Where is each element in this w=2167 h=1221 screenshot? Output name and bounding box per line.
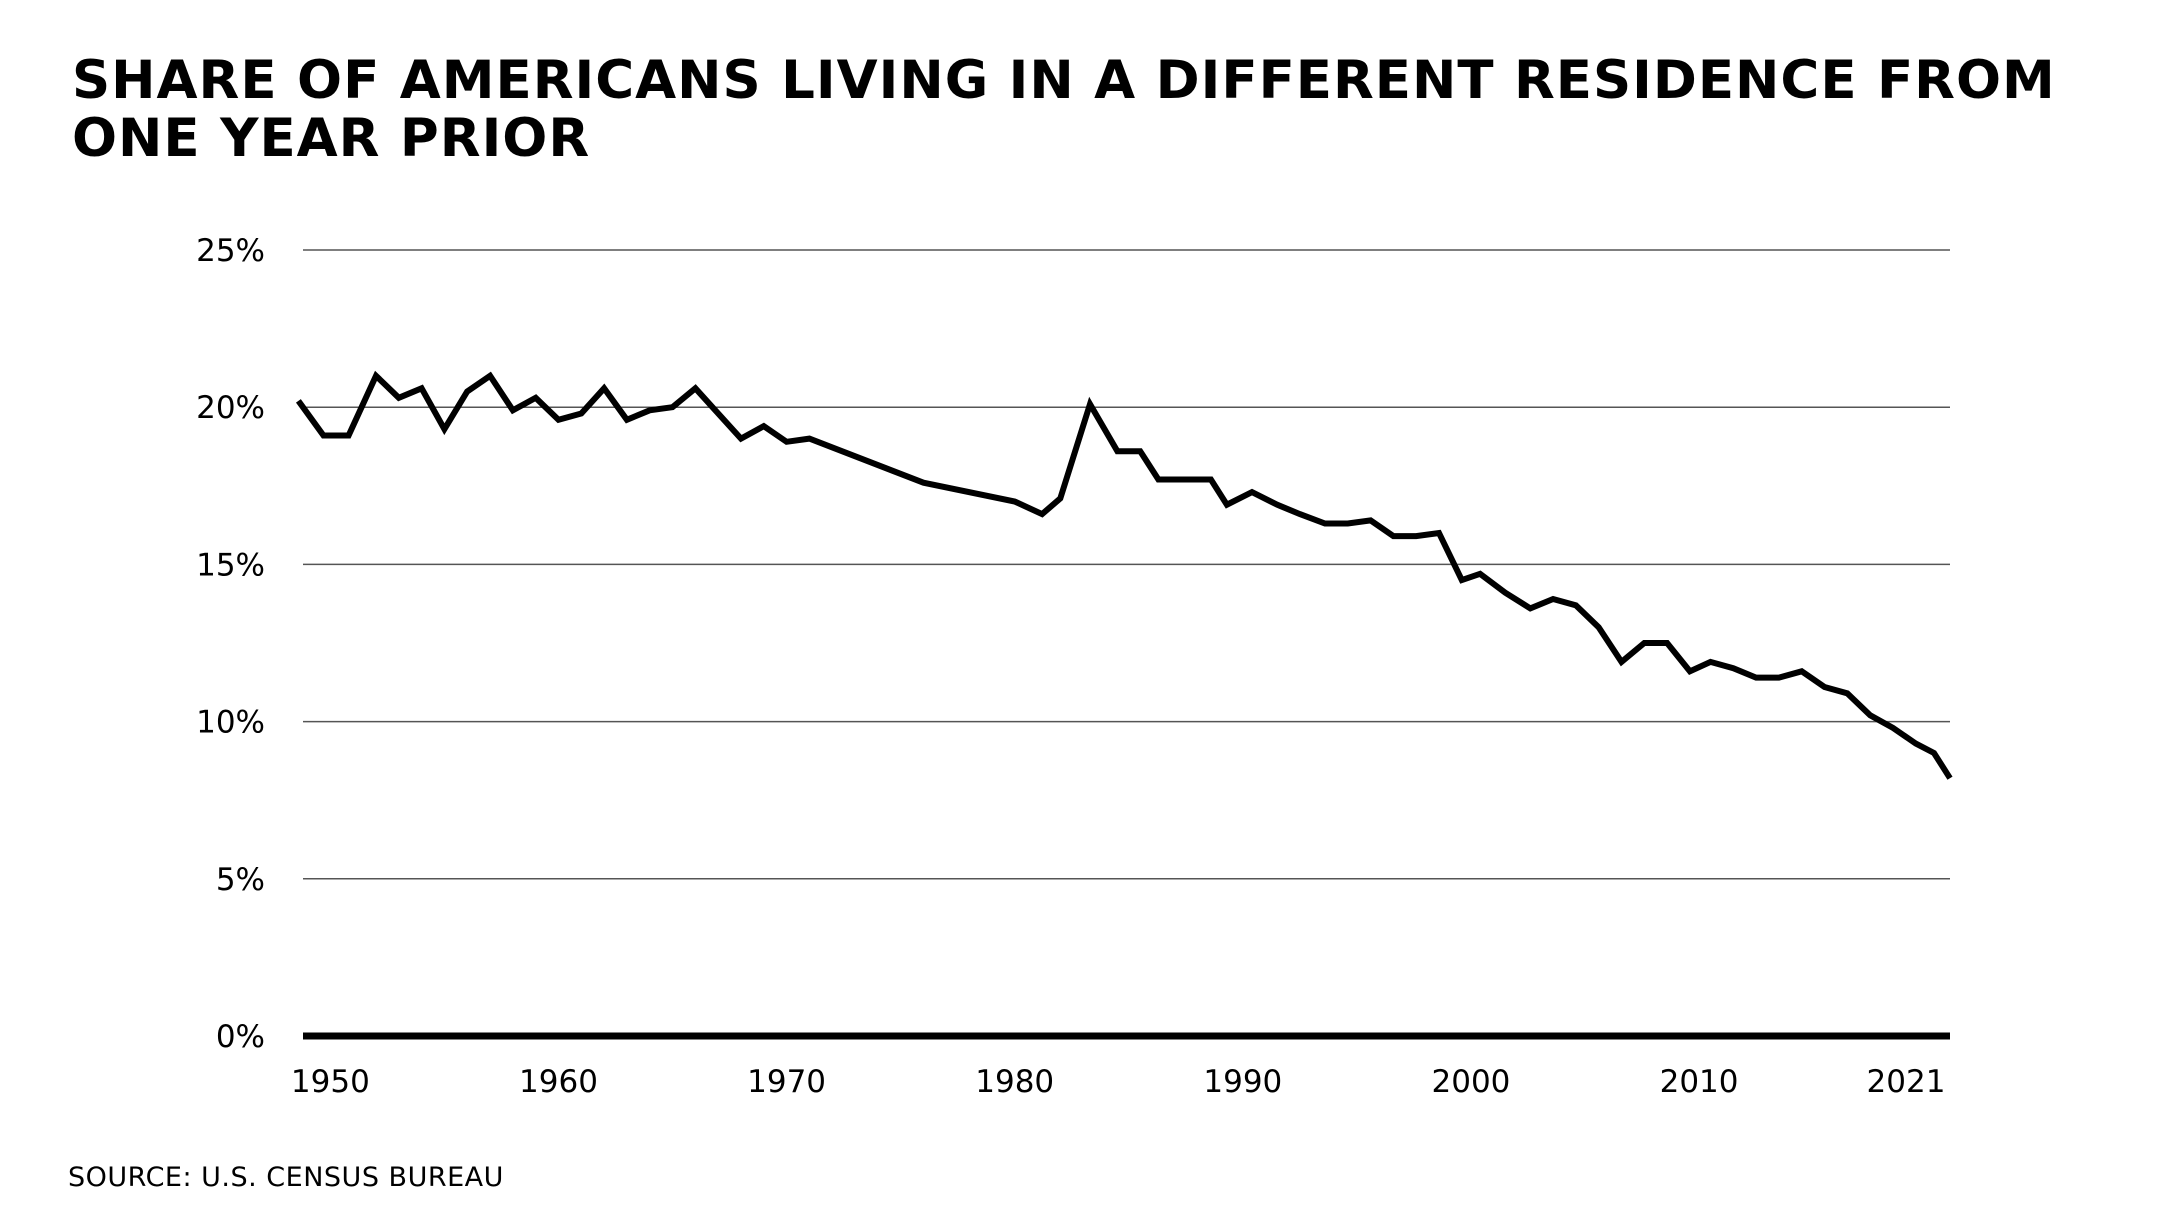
y-tick-label: 15% [196,547,265,583]
y-tick-label: 0% [216,1019,265,1055]
x-tick-label: 1960 [519,1064,598,1100]
y-axis-ticks: 0% 5% 10% 15% 20% 25% [196,233,265,1055]
x-tick-label: 1990 [1203,1064,1282,1100]
gridlines [303,249,1950,1040]
chart-title: SHARE OF AMERICANS LIVING IN A DIFFERENT… [72,50,2056,169]
series-layer [295,370,1953,780]
y-tick-label: 10% [196,705,265,741]
x-tick-label: 1970 [747,1064,826,1100]
x-tick-label: 2021 [1867,1064,1946,1100]
source-note: SOURCE: U.S. CENSUS BUREAU [68,1162,504,1193]
x-tick-label: 2010 [1660,1064,1739,1100]
x-axis-ticks: 1950 1960 1970 1980 1990 2000 2010 2021 [291,1064,1946,1100]
series-line [295,370,1953,780]
y-tick-label: 5% [216,862,265,898]
y-tick-label: 25% [196,233,265,269]
x-tick-label: 1980 [975,1064,1054,1100]
x-tick-label: 1950 [291,1064,370,1100]
x-tick-label: 2000 [1432,1064,1511,1100]
y-tick-label: 20% [196,390,265,426]
